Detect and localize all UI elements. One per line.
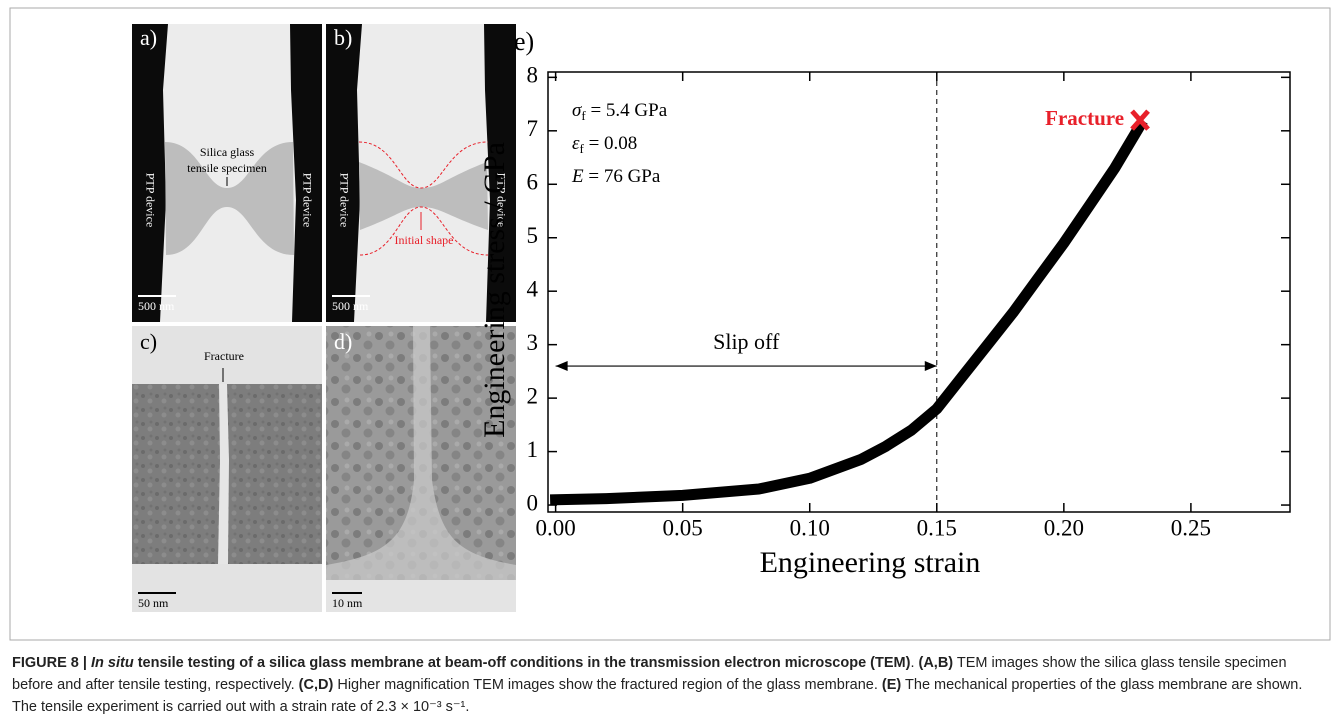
x-tick-label: 0.20	[1044, 515, 1084, 540]
x-tick-label: 0.10	[790, 515, 830, 540]
value: = 5.4 GPa	[586, 100, 668, 121]
x-tick-label: 0.15	[917, 515, 957, 540]
panel-label: e)	[514, 27, 534, 56]
value: = 0.08	[584, 133, 637, 154]
subscript: f	[581, 108, 586, 123]
subscript: f	[580, 141, 585, 156]
property: εf = 0.08	[572, 133, 637, 156]
device-label: PTP device	[300, 173, 314, 228]
caption-text: Higher magnification TEM images show the…	[333, 677, 882, 693]
y-tick-label: 6	[527, 170, 539, 195]
x-tick-label: 0.00	[535, 515, 575, 540]
value: = 76 GPa	[584, 166, 661, 187]
annotation: Slip off	[713, 329, 780, 354]
caption-text: The mechanical properties of the glass m…	[12, 677, 1303, 715]
panel-b: b) Initial shape PTP device PTP device 5…	[326, 24, 516, 322]
scale-bar: 50 nm	[138, 596, 169, 610]
annotation: Fracture	[204, 349, 244, 363]
panel-label: d)	[334, 329, 352, 354]
x-tick-label: 0.25	[1171, 515, 1211, 540]
annotation: Silica glass	[200, 145, 255, 159]
arrow-head	[924, 361, 937, 372]
symbol: ε	[572, 133, 580, 154]
panel-d: d) 10 nm	[326, 326, 516, 612]
figure: a) Silica glass tensile specimen PTP dev…	[9, 7, 1331, 641]
device-label: PTP device	[494, 173, 508, 228]
caption: FIGURE 8 | In situ tensile testing of a …	[12, 652, 1330, 718]
y-tick-label: 4	[527, 276, 539, 301]
caption-title: In situ	[91, 655, 134, 671]
y-tick-label: 3	[527, 330, 539, 355]
annotation: Fracture	[1045, 106, 1124, 130]
caption-text: TEM images show the silica glass tensile…	[12, 655, 1287, 693]
panel-label: b)	[334, 25, 352, 50]
chart: e) Engineering strain Engineering stress…	[478, 27, 1291, 579]
y-tick-label: 5	[527, 223, 539, 248]
panel-label: c)	[140, 329, 157, 354]
x-tick-label: 0.05	[663, 515, 703, 540]
scale-bar: 500 nm	[332, 299, 369, 313]
property: E = 76 GPa	[571, 166, 661, 187]
y-tick-label: 7	[527, 116, 539, 141]
scale-bar: 10 nm	[332, 596, 363, 610]
y-tick-label: 1	[527, 437, 539, 462]
scale-bar: 500 nm	[138, 299, 175, 313]
panel-c: c) Fracture 50 nm	[132, 326, 322, 612]
property: σf = 5.4 GPa	[572, 100, 668, 123]
y-axis-title: Engineering stress / GPa	[478, 142, 511, 438]
y-tick-label: 8	[527, 63, 539, 88]
y-tick-label: 2	[527, 383, 539, 408]
panel-ref: (C,D)	[298, 677, 334, 693]
symbol: σ	[572, 100, 582, 121]
data-line	[549, 117, 1148, 506]
annotation: Initial shape	[395, 233, 454, 247]
panel-ref: (A,B)	[918, 655, 954, 671]
y-tick-label: 0	[527, 490, 539, 515]
caption-title: tensile testing of a silica glass membra…	[133, 655, 911, 671]
plot-frame	[547, 71, 1291, 513]
panel-a: a) Silica glass tensile specimen PTP dev…	[132, 24, 322, 322]
panel-label: a)	[140, 25, 157, 50]
x-axis-title: Engineering strain	[760, 546, 981, 579]
figure-number: FIGURE 8 |	[12, 655, 91, 671]
arrow-head	[555, 361, 568, 372]
annotation: tensile specimen	[187, 161, 267, 175]
device-label: PTP device	[337, 173, 351, 228]
caption-text: .	[910, 655, 919, 671]
figure-border	[9, 7, 1331, 641]
symbol: E	[571, 166, 584, 187]
device-label: PTP device	[143, 173, 157, 228]
fracture-marker	[1130, 109, 1150, 131]
panel-ref: (E)	[881, 677, 902, 693]
